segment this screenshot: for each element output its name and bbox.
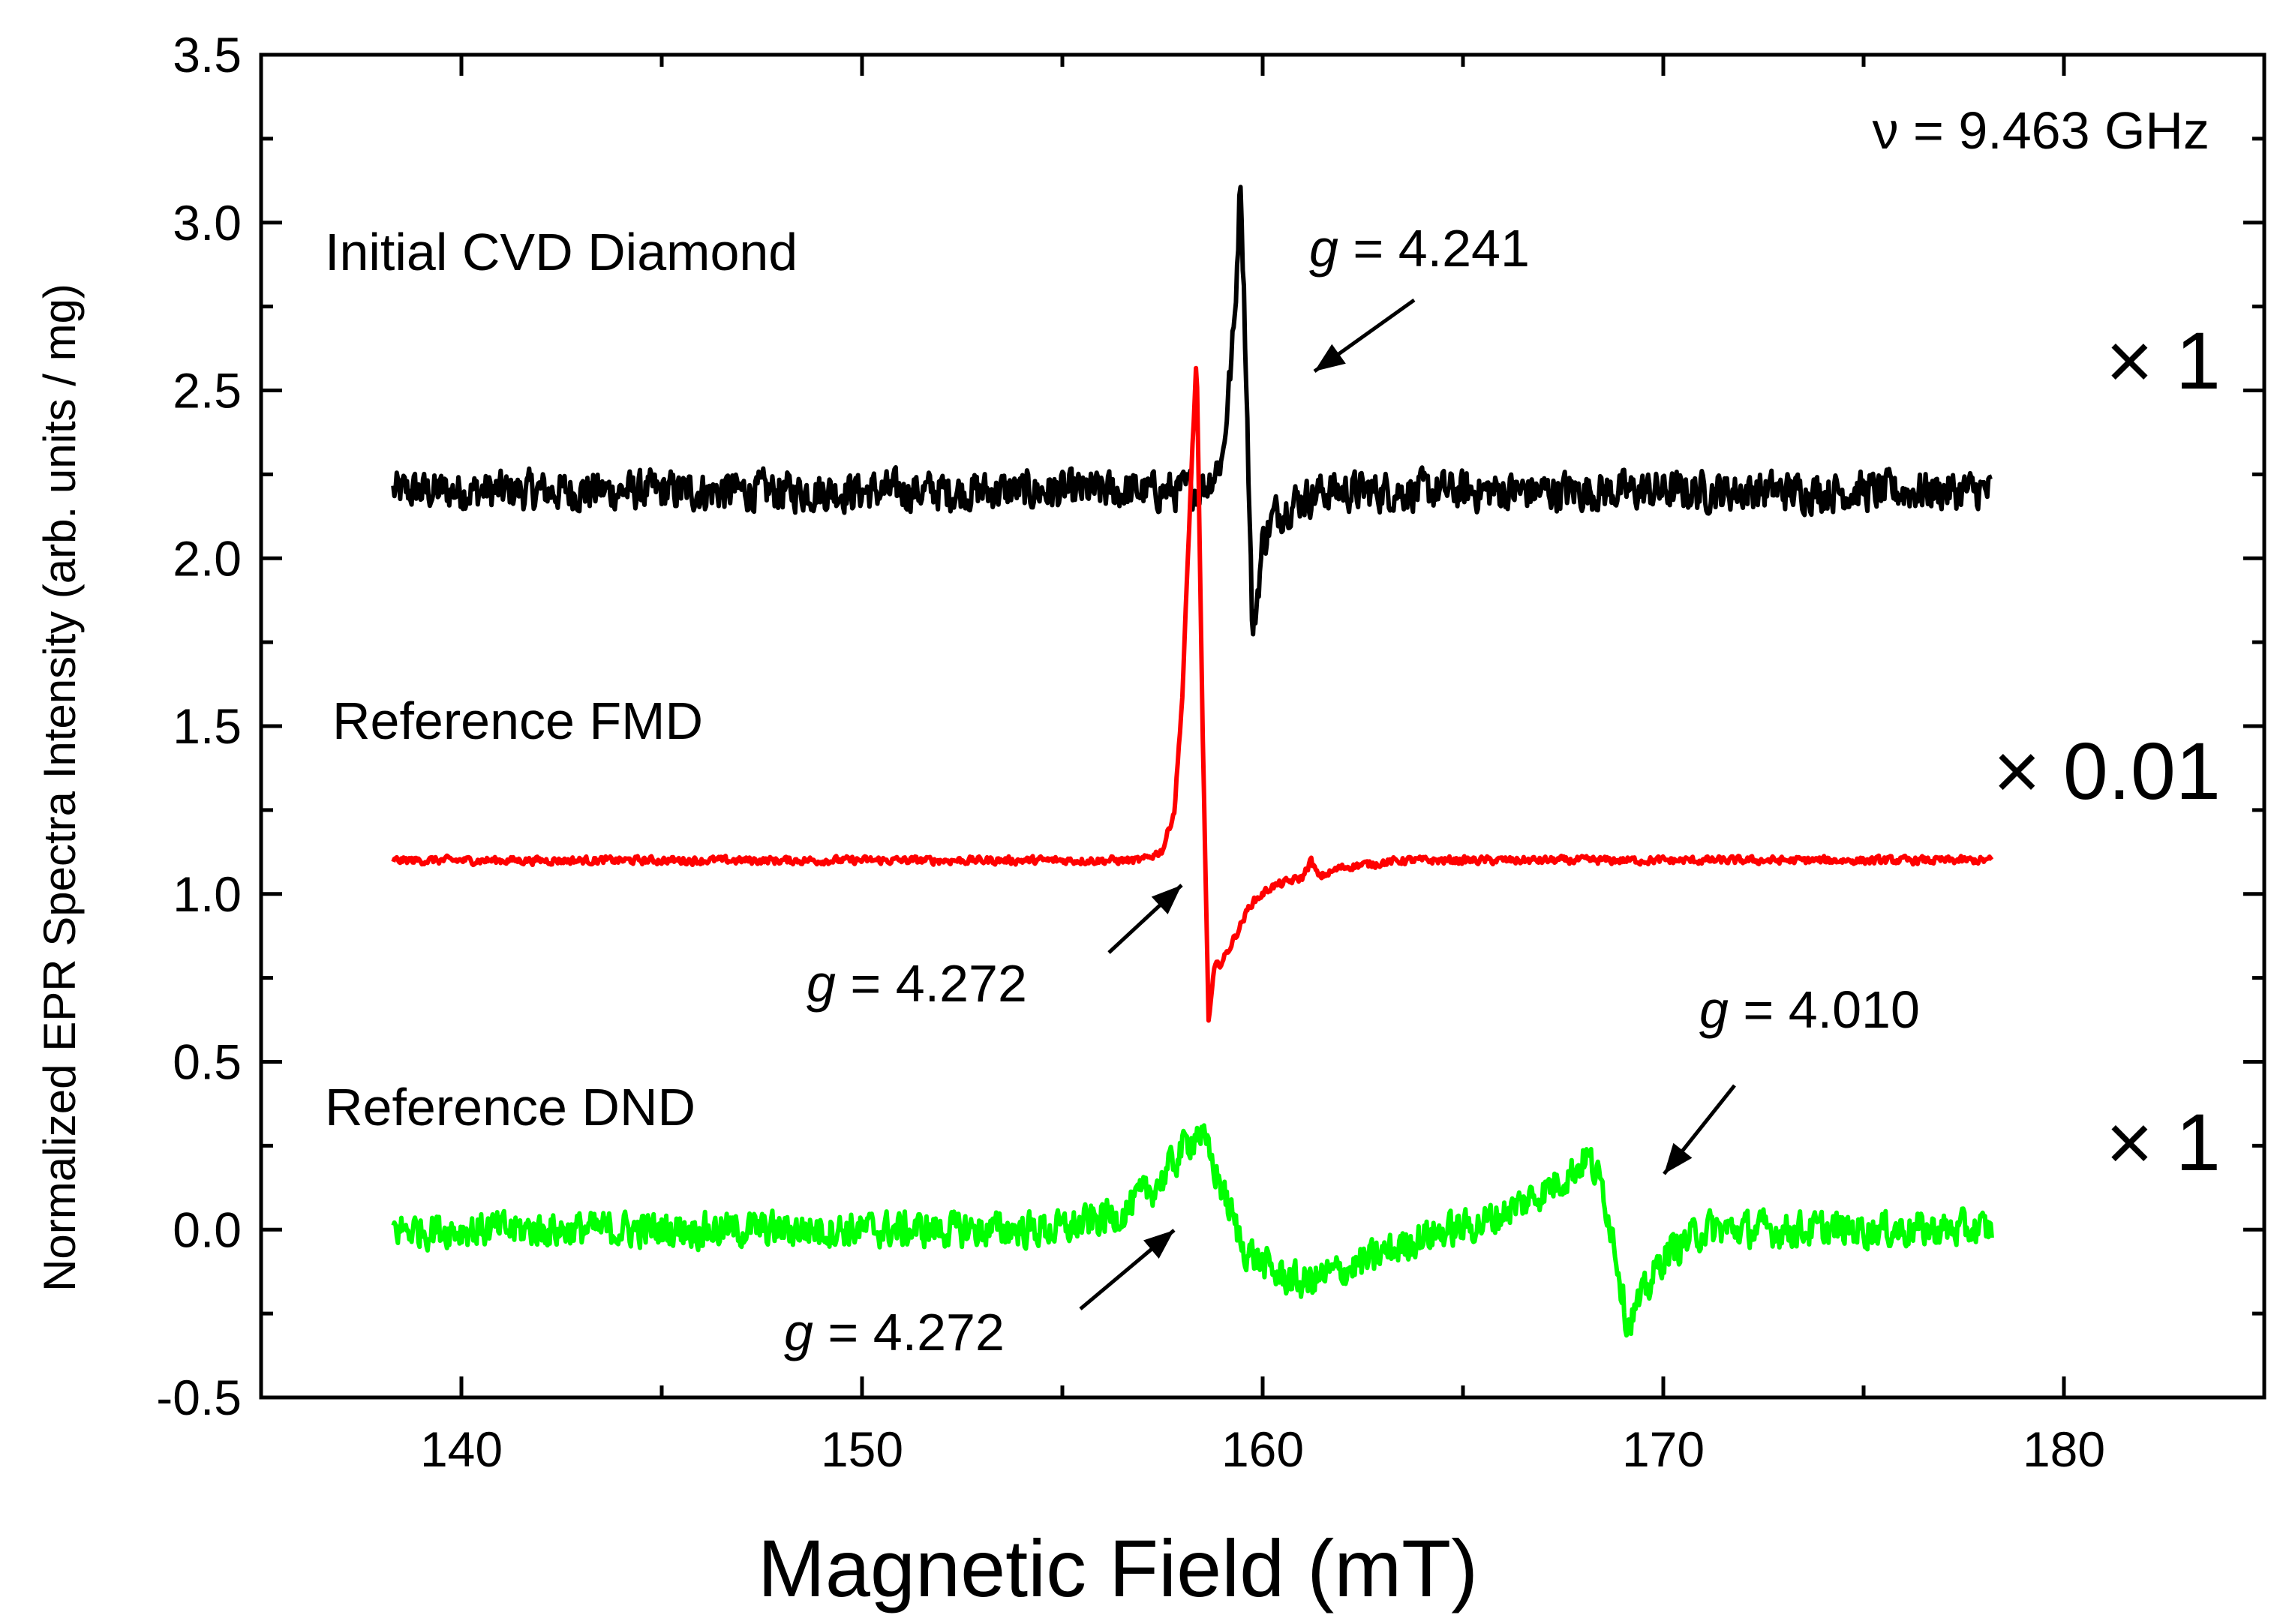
series-line-0 bbox=[391, 185, 1993, 637]
y-tick-label: 2.5 bbox=[173, 363, 242, 419]
scale-label-fmd: × 0.01 bbox=[1993, 725, 2221, 816]
x-tick-label: 160 bbox=[1221, 1421, 1304, 1477]
arrow-dnd-left-head bbox=[1143, 1230, 1174, 1259]
y-tick-label: 0.0 bbox=[173, 1202, 242, 1257]
frequency-label: ν = 9.463 GHz bbox=[1873, 101, 2209, 160]
y-tick-label: -0.5 bbox=[156, 1370, 242, 1425]
x-tick-label: 140 bbox=[420, 1421, 503, 1477]
y-tick-label: 2.0 bbox=[173, 530, 242, 586]
series-lines bbox=[391, 185, 1994, 1338]
scale-label-cvd: × 1 bbox=[2106, 315, 2221, 406]
series-line-2 bbox=[391, 1123, 1994, 1338]
y-tick-label: 3.0 bbox=[173, 195, 242, 251]
x-axis-title: Magnetic Field (mT) bbox=[758, 1523, 1478, 1613]
scale-label-dnd: × 1 bbox=[2106, 1097, 2221, 1187]
x-tick-label: 170 bbox=[1622, 1421, 1705, 1477]
axis-ticks bbox=[259, 53, 2266, 1400]
g-label-fmd: g = 4.272 bbox=[807, 954, 1027, 1013]
series-line-1 bbox=[391, 365, 1994, 1023]
y-tick-label: 0.5 bbox=[173, 1034, 242, 1090]
x-tick-label: 180 bbox=[2023, 1421, 2105, 1477]
g-label-dnd-right: g = 4.010 bbox=[1699, 980, 1920, 1039]
y-tick-label: 3.5 bbox=[173, 27, 242, 83]
x-tick-label: 150 bbox=[821, 1421, 903, 1477]
series-label-dnd: Reference DND bbox=[325, 1078, 695, 1136]
series-label-fmd: Reference FMD bbox=[332, 692, 703, 750]
y-axis-title: Normalized EPR Spectra Intensity (arb. u… bbox=[35, 284, 85, 1292]
g-label-dnd-left: g = 4.272 bbox=[784, 1303, 1005, 1361]
annotation-arrows bbox=[1079, 298, 1736, 1310]
y-tick-label: 1.0 bbox=[173, 866, 242, 922]
arrow-dnd-right-head bbox=[1664, 1142, 1693, 1174]
y-tick-label: 1.5 bbox=[173, 698, 242, 754]
arrow-fmd-head bbox=[1151, 885, 1182, 914]
arrow-cvd-head bbox=[1314, 344, 1346, 371]
series-label-cvd: Initial CVD Diamond bbox=[325, 223, 798, 281]
g-label-cvd: g = 4.241 bbox=[1309, 219, 1530, 278]
axis-tick-labels: 140 150 160 170 180 -0.5 0.0 0.5 1.0 1.5 2.0 2.5 3.0… bbox=[156, 27, 2105, 1477]
